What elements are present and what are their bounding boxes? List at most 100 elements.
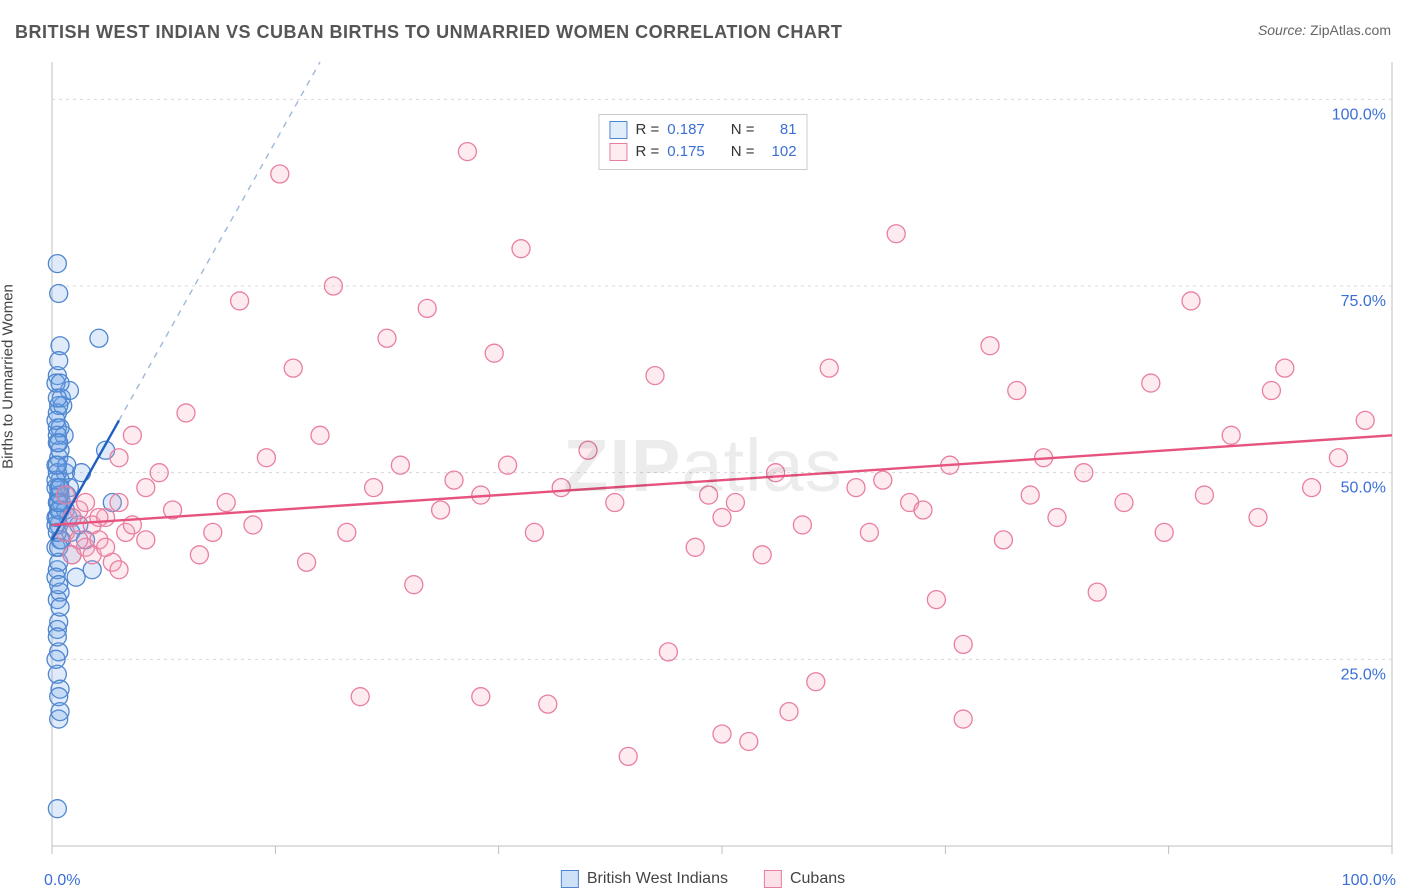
- data-point: [726, 494, 744, 512]
- correlation-legend: R = 0.187 N = 81 R = 0.175 N = 102: [598, 114, 807, 170]
- data-point: [1303, 479, 1321, 497]
- x-axis-start: 0.0%: [44, 872, 80, 890]
- legend-stat-row: R = 0.175 N = 102: [609, 141, 796, 163]
- data-point: [47, 650, 65, 668]
- data-point: [405, 576, 423, 594]
- data-point: [1276, 359, 1294, 377]
- data-point: [552, 479, 570, 497]
- data-point: [50, 284, 68, 302]
- data-point: [927, 591, 945, 609]
- data-point: [110, 494, 128, 512]
- legend-label: Cubans: [790, 870, 845, 888]
- data-point: [90, 329, 108, 347]
- data-point: [77, 494, 95, 512]
- data-point: [458, 143, 476, 161]
- data-point: [539, 695, 557, 713]
- data-point: [887, 225, 905, 243]
- data-point: [700, 486, 718, 504]
- data-point: [271, 165, 289, 183]
- data-point: [50, 352, 68, 370]
- data-point: [190, 546, 208, 564]
- data-point: [48, 800, 66, 818]
- data-point: [324, 277, 342, 295]
- data-point: [257, 449, 275, 467]
- y-tick-label: 50.0%: [1341, 480, 1386, 497]
- data-point: [1155, 523, 1173, 541]
- data-point: [713, 725, 731, 743]
- scatter-plot: 25.0% 50.0% 75.0% 100.0%: [0, 56, 1406, 892]
- data-point: [123, 426, 141, 444]
- data-point: [378, 329, 396, 347]
- n-value: 81: [763, 119, 797, 141]
- data-point: [914, 501, 932, 519]
- data-point: [432, 501, 450, 519]
- data-point: [646, 367, 664, 385]
- data-point: [311, 426, 329, 444]
- source-name: ZipAtlas.com: [1310, 22, 1391, 38]
- series-legend: British West Indians Cubans: [561, 870, 845, 888]
- data-point: [445, 471, 463, 489]
- legend-swatch: [609, 121, 627, 139]
- data-point: [1048, 508, 1066, 526]
- data-point: [1262, 382, 1280, 400]
- data-point: [244, 516, 262, 534]
- legend-swatch: [609, 143, 627, 161]
- data-point: [67, 568, 85, 586]
- data-point: [150, 464, 168, 482]
- r-label: R =: [635, 141, 659, 163]
- data-point: [512, 240, 530, 258]
- chart-title: BRITISH WEST INDIAN VS CUBAN BIRTHS TO U…: [15, 22, 842, 42]
- y-tick-label: 100.0%: [1332, 106, 1386, 123]
- data-point: [579, 441, 597, 459]
- data-point: [807, 673, 825, 691]
- data-point: [298, 553, 316, 571]
- data-point: [56, 486, 74, 504]
- data-point: [48, 628, 66, 646]
- data-point: [606, 494, 624, 512]
- n-value: 102: [763, 141, 797, 163]
- data-point: [110, 449, 128, 467]
- data-point: [70, 531, 88, 549]
- r-value: 0.187: [667, 119, 705, 141]
- data-point: [284, 359, 302, 377]
- data-point: [1008, 382, 1026, 400]
- data-point: [659, 643, 677, 661]
- data-point: [48, 456, 66, 474]
- data-point: [1142, 374, 1160, 392]
- y-tick-label: 75.0%: [1341, 293, 1386, 310]
- data-point: [351, 688, 369, 706]
- data-point: [137, 479, 155, 497]
- data-point: [1088, 583, 1106, 601]
- data-point: [820, 359, 838, 377]
- data-point: [686, 538, 704, 556]
- data-point: [217, 494, 235, 512]
- r-value: 0.175: [667, 141, 705, 163]
- chart-area: Births to Unmarried Women 25.0% 50.0% 75.0…: [0, 56, 1406, 892]
- legend-label: British West Indians: [587, 870, 728, 888]
- data-point: [793, 516, 811, 534]
- data-point: [1329, 449, 1347, 467]
- data-point: [1115, 494, 1133, 512]
- data-point: [472, 688, 490, 706]
- data-point: [1249, 508, 1267, 526]
- data-point: [847, 479, 865, 497]
- data-point: [499, 456, 517, 474]
- data-point: [1075, 464, 1093, 482]
- data-point: [1222, 426, 1240, 444]
- data-point: [981, 337, 999, 355]
- r-label: R =: [635, 119, 659, 141]
- data-point: [97, 538, 115, 556]
- source-attribution: Source: ZipAtlas.com: [1258, 22, 1391, 38]
- y-tick-label: 25.0%: [1341, 666, 1386, 683]
- data-point: [994, 531, 1012, 549]
- data-point: [48, 389, 66, 407]
- legend-swatch: [561, 870, 579, 888]
- data-point: [740, 732, 758, 750]
- data-point: [47, 411, 65, 429]
- source-label: Source:: [1258, 22, 1306, 38]
- data-point: [713, 508, 731, 526]
- n-label: N =: [731, 141, 755, 163]
- data-point: [1356, 411, 1374, 429]
- y-axis-label: Births to Unmarried Women: [0, 284, 17, 469]
- n-label: N =: [731, 119, 755, 141]
